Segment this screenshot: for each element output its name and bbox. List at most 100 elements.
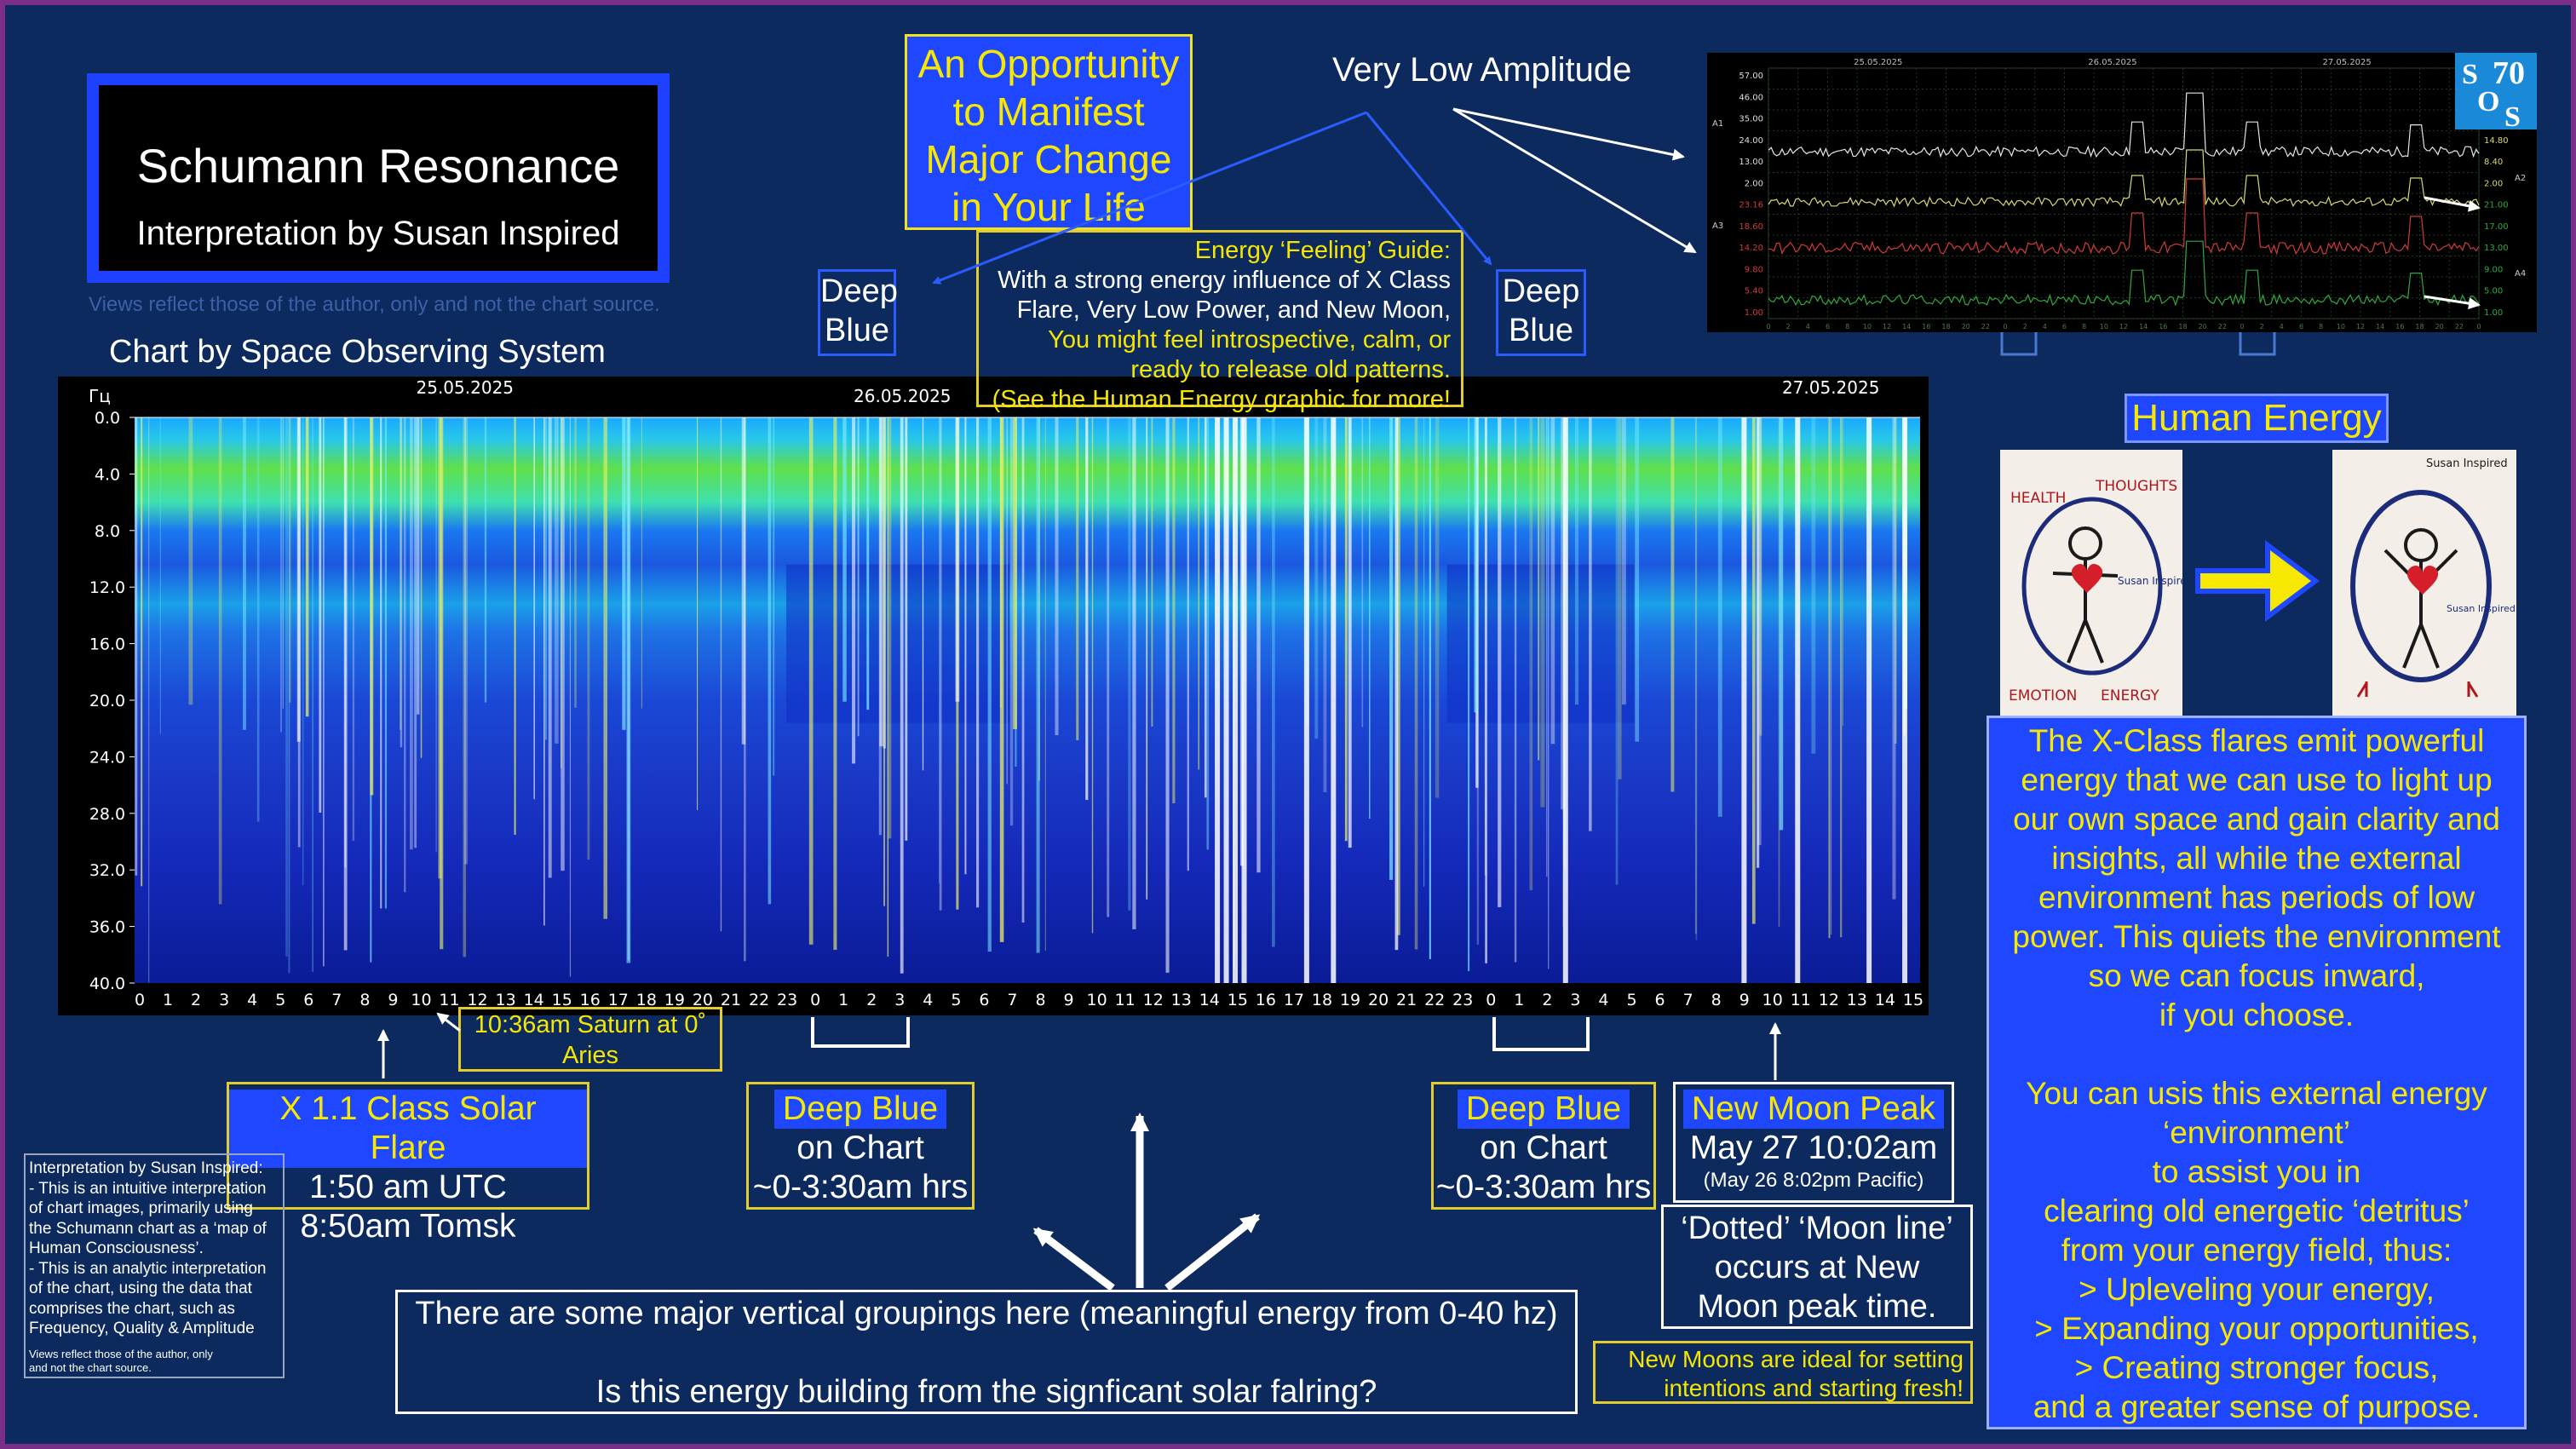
spectrogram-streak: [555, 417, 559, 744]
amp-row-label: A3: [1712, 221, 1723, 231]
spectrogram-x-tick: 13: [496, 991, 516, 1009]
amplitude-chart: 25.05.2025 26.05.2025 27.05.2025 57.00 46.00…: [1707, 53, 2537, 332]
spectrogram-x-tick: 22: [749, 991, 769, 1009]
spectrogram-streak: [305, 417, 309, 717]
spectrogram-x-tick: 15: [552, 991, 572, 1009]
svg-text:S: S: [2504, 101, 2521, 129]
amp-x-tick: 22: [1981, 323, 1990, 331]
spectrogram-unit-label: Гц: [89, 386, 111, 406]
amp-x-tick: 0: [2003, 323, 2007, 331]
spectrogram-x-tick: 18: [1312, 991, 1332, 1009]
spectrogram-bright-band: [1562, 417, 1568, 983]
deep-blue-right-label: Deep Blue: [1496, 269, 1586, 356]
spectrogram-y-tick: 32.0: [89, 861, 125, 880]
spectrogram-streak: [1561, 417, 1565, 810]
human-energy-line: clearing old energetic ‘detritus’: [2044, 1193, 2470, 1228]
human-energy-text: The X-Class flares emit powerful energy t…: [1987, 716, 2527, 1429]
spectrogram-streak: [883, 417, 886, 906]
spectrogram-streak: [808, 417, 814, 945]
amp-left-tick: 14.20: [1739, 244, 1763, 253]
spectrogram-streak: [548, 417, 552, 878]
amp-x-tick: 12: [2356, 323, 2365, 331]
deep-blue-chart-left-callout: Deep Blue on Chart ~0-3:30am hrs: [746, 1082, 975, 1210]
human-energy-line: from your energy field, thus:: [2061, 1233, 2452, 1268]
amp-x-tick: 20: [1962, 323, 1970, 331]
spectrogram-streak: [1091, 417, 1094, 934]
spectrogram-streak: [414, 417, 417, 848]
amp-right-tick: 2.00: [2484, 179, 2503, 188]
views-note: Views reflect those of the author, only …: [89, 293, 660, 316]
spectrogram-streak: [1132, 417, 1136, 929]
amp-x-tick: 14: [2376, 323, 2384, 331]
human-energy-line: if you choose.: [2159, 998, 2355, 1032]
amp-x-tick: 18: [1941, 323, 1950, 331]
spectrogram-y-tick: 20.0: [89, 692, 125, 710]
amp-x-tick: 8: [2319, 323, 2323, 331]
spectrogram-streak: [514, 417, 516, 835]
spectrogram-bright-band: [1795, 417, 1801, 983]
spectrogram-x-tick: 11: [439, 991, 459, 1009]
spectrogram-streak: [574, 417, 577, 708]
amp-x-tick: 22: [2218, 323, 2227, 331]
spectrogram-streak: [1429, 417, 1431, 960]
spectrogram-streak: [464, 417, 469, 865]
spectrogram-streak: [352, 417, 355, 841]
amp-left-tick: 46.00: [1739, 93, 1763, 102]
spectrogram-x-tick: 5: [275, 991, 285, 1009]
spectrogram-streak: [1348, 417, 1352, 848]
spectrogram-streak: [319, 417, 322, 814]
amp-left-tick: 57.00: [1739, 72, 1763, 81]
vertical-groupings-note: There are some major vertical groupings …: [395, 1290, 1578, 1414]
spectrogram-streak: [866, 417, 870, 710]
spectrogram-streak: [1892, 417, 1896, 900]
spectrogram-x-tick: 14: [524, 991, 544, 1009]
amp-x-tick: 8: [2082, 323, 2086, 331]
spectrogram-streak: [256, 417, 260, 822]
spectrogram-streak: [852, 417, 856, 764]
spectrogram-x-tick: 12: [1143, 991, 1164, 1009]
spectrogram-streak: [1085, 417, 1089, 801]
arrow-line: [1452, 107, 1685, 161]
spectrogram-x-tick: 3: [219, 991, 229, 1009]
spectrogram-bright-band: [1233, 417, 1239, 983]
spectrogram-streak: [1828, 417, 1831, 939]
spectrogram-streak: [1256, 417, 1261, 873]
spectrogram-streak: [400, 417, 403, 748]
spectrogram-streak: [1485, 417, 1487, 963]
interpretation-line: of the chart, using the data that: [29, 1279, 252, 1297]
spectrogram-x-tick: 6: [979, 991, 989, 1009]
human-energy-line: and a greater sense of purpose.: [2033, 1389, 2481, 1424]
spectrogram-x-tick: 9: [1739, 991, 1750, 1009]
energy-feeling-guide: Energy ‘Feeling’ Guide: With a strong en…: [976, 230, 1463, 413]
amp-right-tick: 13.00: [2484, 244, 2509, 253]
spectrogram-x-tick: 2: [191, 991, 201, 1009]
spectrogram-streak: [420, 417, 423, 758]
amp-x-tick: 20: [2435, 323, 2444, 331]
deep-blue-line: ~0-3:30am hrs: [1435, 1169, 1652, 1205]
amp-x-tick: 4: [2043, 323, 2047, 331]
spectrogram-streak: [561, 417, 565, 871]
page-title: Schumann Resonance: [136, 139, 620, 193]
interpretation-line: Frequency, Quality & Amplitude: [29, 1320, 255, 1337]
amp-left-tick: 18.60: [1739, 222, 1763, 232]
spectrogram-x-tick: 2: [866, 991, 877, 1009]
spectrogram-x-tick: 5: [1626, 991, 1636, 1009]
spectrogram-streak: [587, 417, 590, 860]
deep-blue-line: Blue: [1508, 313, 1574, 348]
spectrogram-streak: [1036, 417, 1040, 953]
spectrogram-streak: [1779, 417, 1784, 831]
amp-left-tick: 2.00: [1745, 179, 1763, 188]
spectrogram: Гц 25.05.2025 26.05.2025 27.05.2025 0.0 4.0 8.…: [58, 377, 1929, 1015]
spectrogram-streak: [410, 417, 413, 850]
spectrogram-bright-band: [1866, 417, 1872, 983]
spectrogram-streak: [1107, 417, 1110, 917]
amp-x-tick: 0: [2240, 323, 2244, 331]
ideal-line: intentions and starting fresh!: [1664, 1375, 1964, 1401]
amp-x-tick: 0: [1766, 323, 1770, 331]
new-moon-callout: New Moon Peak May 27 10:02am (May 26 8:0…: [1673, 1082, 1954, 1203]
spectrogram-streak: [1389, 417, 1394, 880]
spectrogram-x-tick: 0: [135, 991, 145, 1009]
spectrogram-streak: [1397, 417, 1400, 935]
amp-x-tick: 22: [2455, 323, 2464, 331]
spectrogram-streak: [1550, 417, 1555, 745]
